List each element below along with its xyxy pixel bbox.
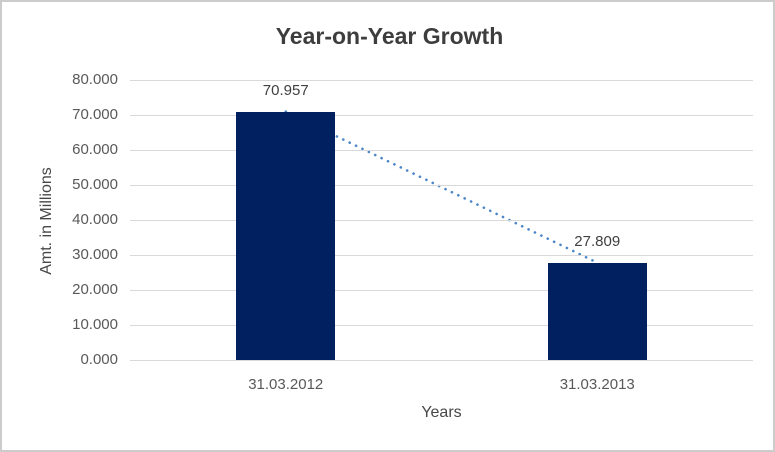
y-tick-label: 10.000	[72, 316, 118, 333]
gridline	[130, 219, 753, 221]
bar[interactable]	[236, 111, 336, 360]
bar-data-label: 27.809	[574, 232, 621, 250]
bar[interactable]	[547, 262, 647, 360]
x-axis-title: Years	[421, 404, 462, 421]
y-tick-label: 40.000	[72, 211, 118, 228]
gridline	[130, 359, 753, 361]
y-tick-label: 50.000	[72, 176, 118, 193]
y-tick-label: 60.000	[72, 141, 118, 158]
chart-title: Year-on-Year Growth	[275, 23, 504, 49]
x-tick-label: 31.03.2013	[559, 376, 635, 393]
gridline	[130, 324, 753, 326]
gridline	[130, 114, 753, 116]
gridline	[130, 149, 753, 151]
y-tick-label: 30.000	[72, 246, 118, 263]
gridline	[130, 184, 753, 186]
y-tick-label: 0.000	[80, 351, 118, 368]
gridline	[130, 254, 753, 256]
bar-data-label: 70.957	[262, 81, 309, 99]
y-tick-label: 80.000	[72, 71, 118, 88]
y-tick-label: 20.000	[72, 281, 118, 298]
y-tick-label: 70.000	[72, 106, 118, 123]
gridline	[130, 289, 753, 291]
gridline	[130, 79, 753, 81]
x-tick-label: 31.03.2012	[248, 376, 324, 393]
